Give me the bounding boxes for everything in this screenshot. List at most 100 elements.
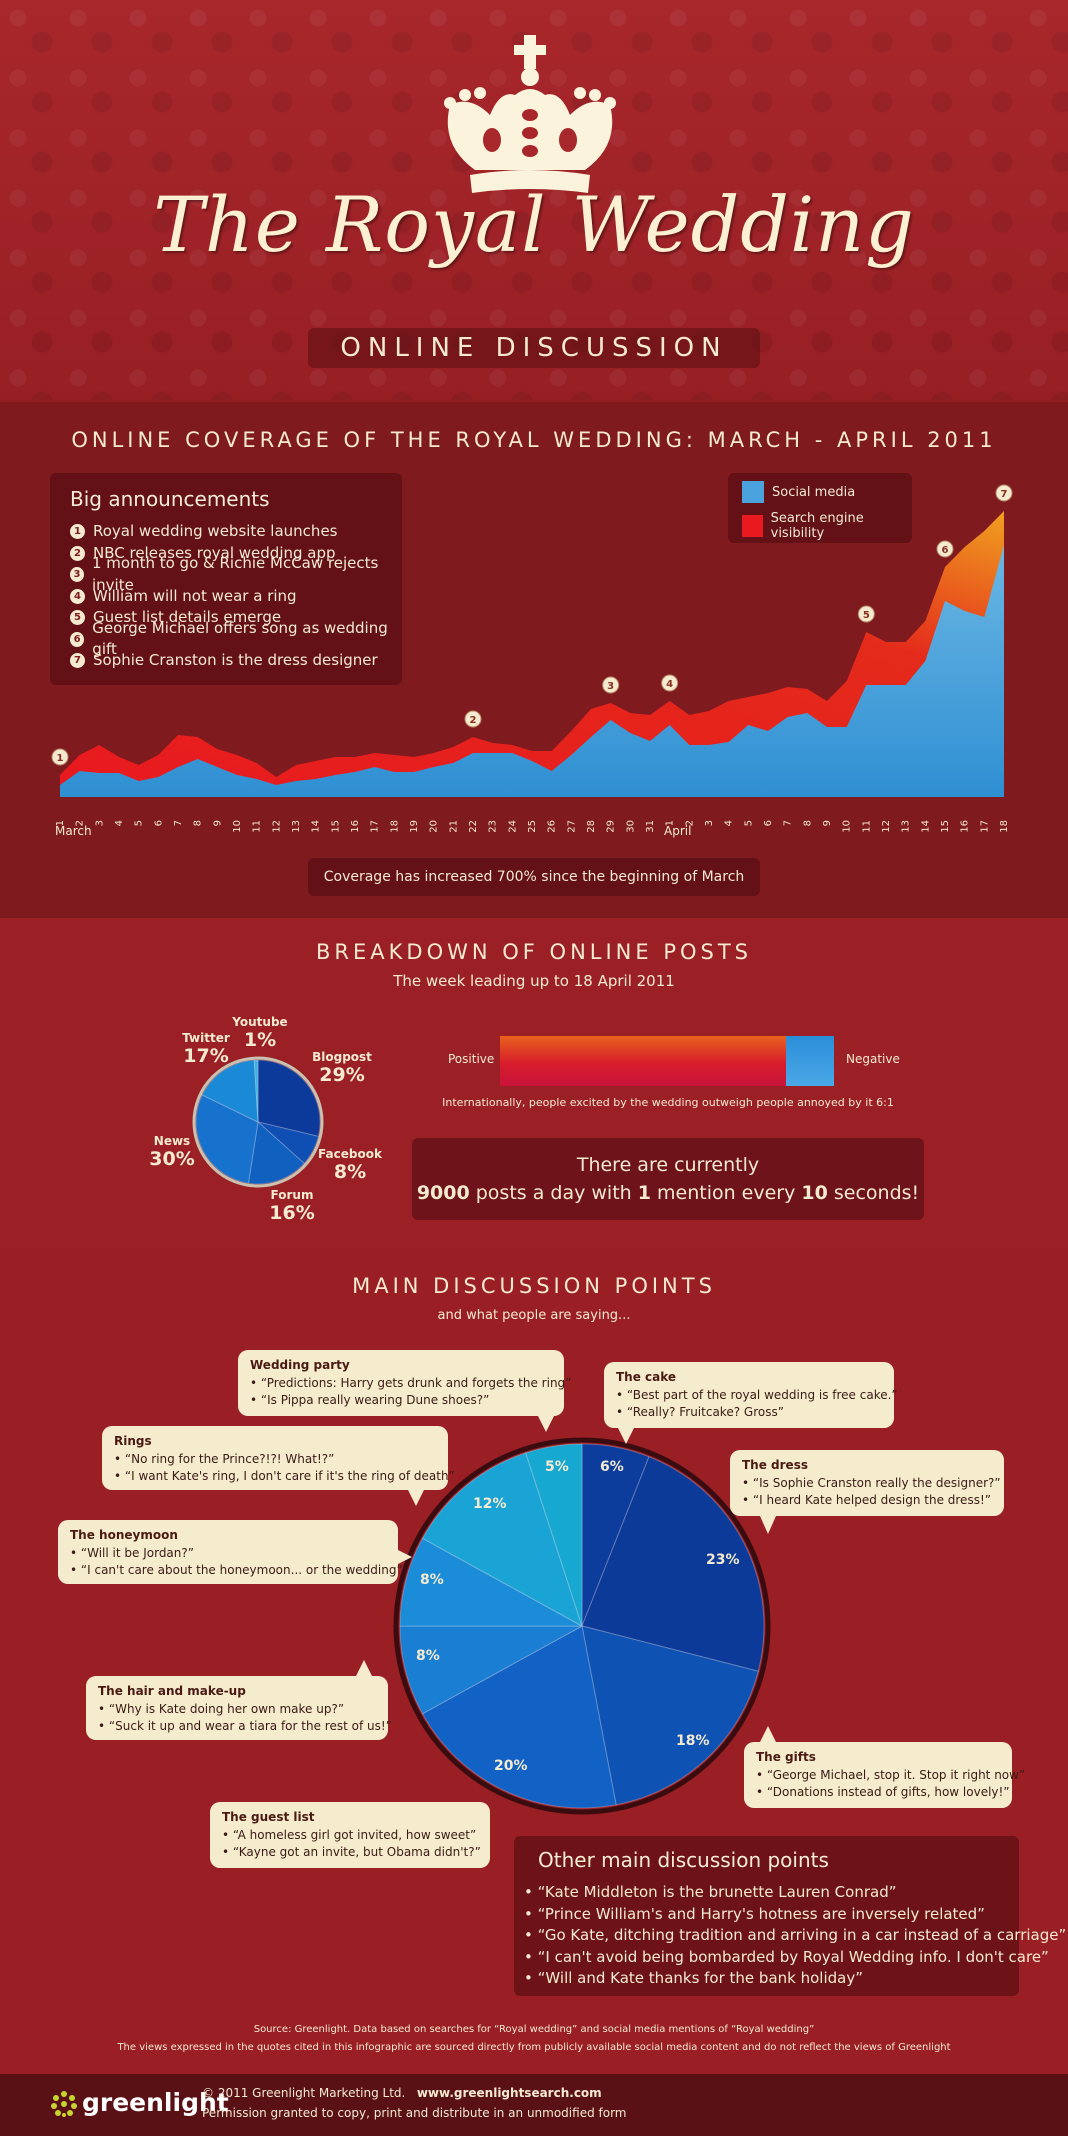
posts-pie-slice-forum	[247, 1121, 305, 1185]
legend-label-search: Search engine visibility	[770, 511, 864, 541]
other-point-item: “Prince William's and Harry's hotness ar…	[524, 1904, 1066, 1926]
pie-pct-guest-list: 20%	[494, 1758, 528, 1774]
x-tick-label: 31	[645, 820, 656, 833]
quote: “George Michael, stop it. Stop it right …	[756, 1767, 1025, 1784]
pie-label-twitter: Twitter 17%	[176, 1031, 236, 1067]
x-tick-label: 13	[901, 820, 912, 833]
x-tick-label: 22	[468, 820, 479, 833]
x-tick-label: 1	[55, 820, 66, 826]
other-points-panel: Other main discussion points “Kate Middl…	[514, 1836, 1066, 1996]
annotation-number: 7	[1001, 489, 1008, 500]
annotation-marker	[51, 748, 69, 766]
pie-label-news: News 30%	[142, 1134, 202, 1170]
bubble-tail	[408, 1490, 424, 1506]
disclaimer-note: The views expressed in the quotes cited …	[117, 2042, 951, 2053]
bubble-rings-title: Rings	[114, 1434, 152, 1448]
sentiment-positive-label: Positive	[448, 1052, 495, 1066]
x-tick-label: 26	[547, 820, 558, 833]
announcement-number: 7	[70, 653, 85, 669]
posts-per-day: 9000	[416, 1182, 470, 1204]
bubble-dress-title: The dress	[742, 1458, 808, 1472]
pie-pct-hair: 8%	[416, 1648, 440, 1664]
x-tick-label: 18	[389, 820, 400, 833]
annotation-number: 6	[942, 545, 949, 556]
quote: “Predictions: Harry gets drunk and forge…	[250, 1375, 571, 1392]
x-tick-label: 9	[212, 820, 223, 826]
x-tick-label: 30	[625, 820, 636, 833]
x-tick-label: 25	[527, 820, 538, 833]
website-link[interactable]: www.greenlightsearch.com	[416, 2086, 602, 2100]
footer-copyright-line: © 2011 Greenlight Marketing Ltd. www.gre…	[202, 2086, 602, 2100]
bubble-tail	[538, 1416, 554, 1432]
posts-stat-text-f: seconds!	[827, 1182, 920, 1204]
sentiment-bar-positive	[500, 1036, 787, 1086]
discussion-pie-slice-rings	[421, 1452, 583, 1628]
greenlight-logo-icon	[51, 2091, 77, 2117]
x-tick-label: 2	[684, 820, 695, 826]
annotation-marker	[661, 674, 679, 692]
announcements-panel: Big announcements 1 Royal wedding website…	[50, 473, 402, 685]
x-tick-label: 2	[75, 820, 86, 826]
pie-label-forum-pct: 16%	[269, 1202, 315, 1224]
other-points-title: Other main discussion points	[538, 1848, 829, 1872]
x-tick-label: 7	[173, 820, 184, 826]
permission-text: Permission granted to copy, print and di…	[202, 2106, 627, 2120]
bubble-guest-list: The guest list “A homeless girl got invi…	[210, 1802, 490, 1868]
bubble-wedding-party-title: Wedding party	[250, 1358, 350, 1372]
other-point-item: “I can't avoid being bombarded by Royal …	[524, 1947, 1066, 1969]
posts-pie-slice-news	[195, 1094, 259, 1184]
annotation-number: 5	[863, 610, 870, 621]
announcements-list: 1 Royal wedding website launches 2 NBC rele…	[70, 521, 402, 672]
bubble-dress: The dress “Is Sophie Cranston really the…	[730, 1450, 1004, 1534]
x-tick-label: 11	[252, 820, 263, 833]
bubble-honeymoon: The honeymoon “Will it be Jordan?”“I can…	[58, 1520, 412, 1584]
discussion-pie-slice-wedding-party	[525, 1443, 583, 1627]
announcement-text: George Michael offers song as wedding gi…	[92, 618, 388, 659]
pie-pct-dress: 23%	[706, 1552, 740, 1568]
announcement-text: Guest list details emerge	[93, 608, 282, 626]
x-tick-label: 6	[763, 820, 774, 826]
main-title: The Royal Wedding	[153, 180, 915, 269]
posts-heading: BREAKDOWN OF ONLINE POSTS	[316, 940, 752, 964]
x-tick-label: 15	[330, 820, 341, 833]
x-tick-label: 3	[704, 820, 715, 826]
bubble-tail	[618, 1428, 634, 1444]
announcement-item: 7 Sophie Cranston is the dress designer	[70, 650, 402, 672]
announcement-item: 4 William will not wear a ring	[70, 586, 402, 608]
legend-swatch-social	[742, 481, 764, 503]
discussion-pie-slice-the-hair-and-make-up	[399, 1625, 583, 1715]
announcement-text: 1 month to go & Richie McCaw rejects inv…	[91, 554, 379, 594]
other-point-item: “Go Kate, ditching tradition and arrivin…	[524, 1925, 1067, 1947]
x-tick-label: 1	[665, 820, 676, 826]
posts-stat-box: There are currently 9000 posts a day wit…	[412, 1138, 924, 1220]
x-tick-label: 4	[724, 820, 735, 826]
bubble-wedding-party: Wedding party “Predictions: Harry gets d…	[238, 1350, 571, 1432]
pie-pct-wedding-party: 5%	[545, 1459, 569, 1475]
bubble-hair: The hair and make-up “Why is Kate doing …	[86, 1660, 392, 1740]
x-tick-label: 10	[232, 820, 243, 833]
announcement-number: 3	[70, 567, 84, 583]
pie-pct-gifts: 18%	[676, 1733, 710, 1749]
coverage-footnote: Coverage has increased 700% since the be…	[308, 858, 760, 896]
x-tick-label: 15	[940, 820, 951, 833]
annotation-marker	[602, 676, 620, 694]
crown-icon	[444, 35, 616, 193]
annotation-number: 1	[57, 753, 64, 764]
bubble-gifts-title: The gifts	[756, 1750, 816, 1764]
other-point-item: “Will and Kate thanks for the bank holid…	[524, 1968, 1066, 1990]
bubble-tail	[398, 1550, 412, 1564]
x-tick-label: 12	[881, 820, 892, 833]
pie-label-blogpost-pct: 29%	[319, 1064, 365, 1086]
month-label-april: April	[664, 824, 692, 838]
bubble-rings: Rings “No ring for the Prince?!?! What!?…	[102, 1426, 455, 1506]
footer: greenlight © 2011 Greenlight Marketing L…	[0, 2074, 1068, 2136]
posts-pie-slice-twitter	[201, 1059, 259, 1123]
source-note: Source: Greenlight. Data based on search…	[253, 2024, 815, 2035]
annotation-marker	[857, 605, 875, 623]
x-tick-label: 17	[979, 820, 990, 833]
area-series-social	[60, 545, 1004, 797]
posts-pie-slice-blogpost	[257, 1059, 321, 1137]
bubble-tail	[356, 1660, 372, 1676]
pie-label-forum: Forum 16%	[262, 1188, 322, 1224]
legend-item-search: Search engine visibility	[742, 511, 912, 541]
